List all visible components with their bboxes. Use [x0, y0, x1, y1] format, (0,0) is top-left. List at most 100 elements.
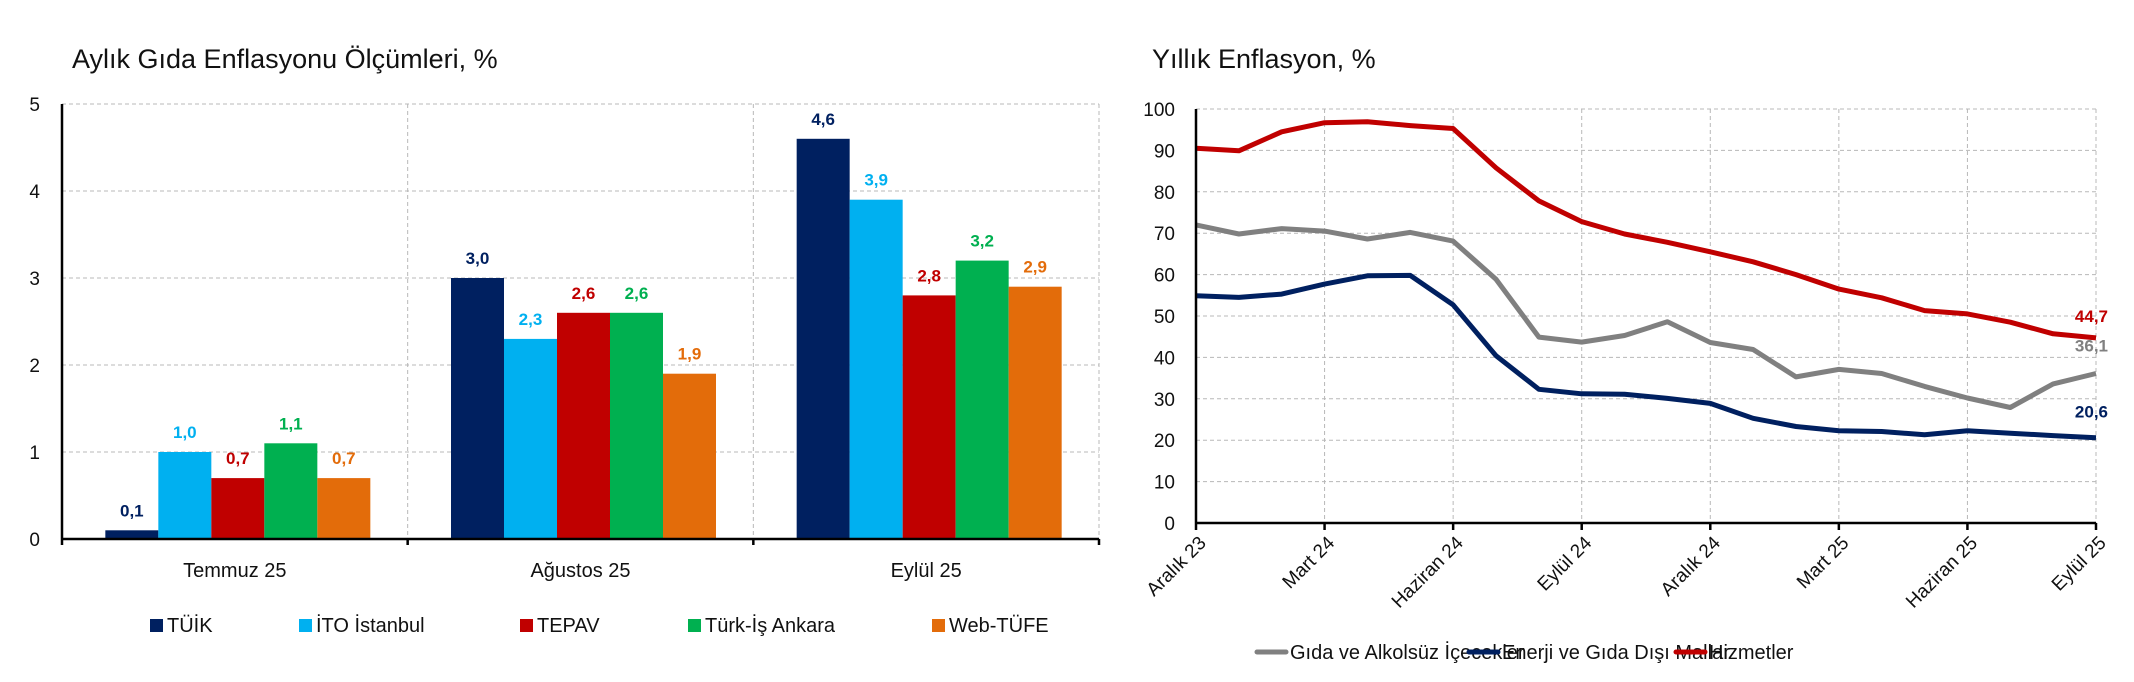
- end-label-enerji-ve-g-da-d-mallar: 20,6: [2075, 403, 2108, 422]
- legend-swatch: [299, 619, 312, 632]
- line-chart-end-labels: 36,1 20,6 44,7: [2075, 307, 2108, 422]
- legend-swatch: [932, 619, 945, 632]
- bar-chart-legend: TÜİK İTO İstanbul TEPAV Türk-İş Ankara Web-T…: [150, 614, 1049, 637]
- bar-web-t-fe: [1008, 286, 1062, 539]
- bar-chart-data-labels: 0,1 1,0 0,7 1,1 0,7 3,0 2,3 2,6 2,6 1,9 4,6 3,9 2,8 3…: [120, 110, 1047, 520]
- line-hizmetler: [1195, 119, 2097, 341]
- legend-label: İTO İstanbul: [316, 614, 425, 637]
- line-chart-y-axis: 0 10 20 30 40 50 60 70 80 90 100: [1143, 100, 1175, 535]
- legend-label: Hizmetler: [1709, 642, 1794, 664]
- legend-swatch: [688, 619, 701, 632]
- legend-swatch: [520, 619, 533, 632]
- bar-tepav: [557, 312, 610, 539]
- legend-item-i-to-i-stanbul: İTO İstanbul: [299, 614, 425, 637]
- x-tick-label: Aralık 23: [1143, 533, 1211, 601]
- data-label: 2,6: [625, 284, 649, 303]
- y-tick-label: 30: [1154, 390, 1175, 411]
- legend-label: TEPAV: [537, 615, 600, 637]
- data-label: 0,7: [226, 449, 250, 468]
- x-tick-label: Aralık 24: [1657, 532, 1725, 600]
- data-label: 4,6: [811, 110, 835, 129]
- data-label: 2,8: [917, 266, 941, 285]
- bar-tepav: [211, 478, 265, 539]
- data-label: 1,9: [678, 345, 702, 364]
- x-tick-label: Eylül 24: [1534, 532, 1597, 595]
- bar-t-i-k: [451, 278, 504, 539]
- line-g-da-ve-alkols-z-i-ecekler: [1195, 222, 2097, 410]
- y-tick-label: 50: [1154, 307, 1175, 328]
- x-tick-label: Eylül 25: [2048, 533, 2111, 596]
- line-enerji-ve-g-da-d-mallar: [1195, 272, 2097, 441]
- bar-t-rk-i-ankara: [264, 443, 318, 539]
- data-label: 3,0: [466, 249, 490, 268]
- category-label: Ağustos 25: [530, 560, 630, 582]
- y-tick-label: 70: [1154, 224, 1175, 245]
- bar-i-to-i-stanbul: [504, 338, 557, 539]
- line-chart-series: [1195, 119, 2097, 441]
- y-tick-label: 3: [29, 269, 40, 290]
- category-label: Temmuz 25: [183, 560, 286, 582]
- y-tick-label: 90: [1154, 141, 1175, 162]
- data-label: 2,3: [519, 310, 543, 329]
- bar-chart-title: Aylık Gıda Enflasyonu Ölçümleri, %: [72, 44, 498, 74]
- x-tick-label: Mart 25: [1793, 533, 1853, 593]
- line-chart-x-tick-labels: Aralık 23 Mart 24 Haziran 24 Eylül 24 Aralık…: [1143, 532, 2111, 612]
- data-label: 2,6: [572, 284, 596, 303]
- y-tick-label: 1: [29, 443, 40, 464]
- line-chart-gridlines: [1196, 108, 2097, 523]
- data-label: 1,0: [173, 423, 197, 442]
- y-tick-label: 20: [1154, 431, 1175, 452]
- bar-t-rk-i-ankara: [955, 260, 1009, 539]
- legend-item-web-t-fe: Web-TÜFE: [932, 615, 1049, 637]
- y-tick-label: 0: [1164, 514, 1175, 535]
- data-label: 0,1: [120, 501, 144, 520]
- x-tick-label: Haziran 24: [1388, 532, 1468, 612]
- bar-t-i-k: [796, 138, 850, 540]
- line-chart-title: Yıllık Enflasyon, %: [1152, 44, 1376, 74]
- data-label: 3,2: [970, 232, 994, 251]
- bar-chart: Aylık Gıda Enflasyonu Ölçümleri, % 0 1 2 3 4…: [29, 44, 1101, 637]
- legend-label: Enerji ve Gıda Dışı Mallar: [1502, 642, 1730, 664]
- bar-i-to-i-stanbul: [849, 199, 903, 539]
- line-chart-x-axis: [1194, 109, 2098, 530]
- legend-item-enerji-ve-g-da-d-mallar: Enerji ve Gıda Dışı Mallar: [1466, 642, 1730, 664]
- legend-label: Gıda ve Alkolsüz İçecekler: [1290, 641, 1525, 664]
- bar-t-rk-i-ankara: [610, 312, 663, 539]
- legend-item-tepav: TEPAV: [520, 615, 600, 637]
- bar-web-t-fe: [317, 478, 371, 539]
- category-label: Eylül 25: [891, 560, 962, 582]
- legend-item-hizmetler: Hizmetler: [1673, 642, 1794, 664]
- bar-web-t-fe: [663, 373, 716, 539]
- line-chart: Yıllık Enflasyon, % 0 10 20 30 40 50 60 70 80 90 1…: [1143, 44, 2111, 664]
- bar-chart-y-axis: 0 1 2 3 4 5: [29, 95, 40, 551]
- data-label: 2,9: [1023, 258, 1047, 277]
- x-tick-label: Haziran 25: [1902, 533, 1982, 613]
- y-tick-label: 4: [29, 182, 40, 203]
- legend-label: Web-TÜFE: [949, 615, 1049, 637]
- y-tick-label: 0: [29, 530, 40, 551]
- legend-label: Türk-İş Ankara: [705, 614, 836, 637]
- y-tick-label: 80: [1154, 183, 1175, 204]
- data-label: 3,9: [864, 171, 888, 190]
- y-tick-label: 2: [29, 356, 40, 377]
- y-tick-label: 5: [29, 95, 40, 116]
- bar-i-to-i-stanbul: [158, 452, 212, 539]
- legend-item-g-da-ve-alkols-z-i-ecekler: Gıda ve Alkolsüz İçecekler: [1254, 641, 1525, 664]
- bar-t-i-k: [105, 530, 159, 539]
- legend-label: TÜİK: [167, 614, 213, 637]
- legend-item-t-rk-i-ankara: Türk-İş Ankara: [688, 614, 836, 637]
- legend-swatch: [150, 619, 163, 632]
- end-label-hizmetler: 44,7: [2075, 307, 2108, 326]
- y-tick-label: 60: [1154, 266, 1175, 287]
- x-tick-label: Mart 24: [1279, 532, 1340, 593]
- y-tick-label: 40: [1154, 348, 1175, 369]
- data-label: 1,1: [279, 414, 303, 433]
- bar-tepav: [902, 295, 956, 539]
- bar-chart-bars: [105, 138, 1062, 540]
- y-tick-label: 100: [1143, 100, 1175, 121]
- y-tick-label: 10: [1154, 473, 1175, 494]
- bar-chart-x-axis: [60, 104, 1101, 545]
- legend-item-t-i-k: TÜİK: [150, 614, 213, 637]
